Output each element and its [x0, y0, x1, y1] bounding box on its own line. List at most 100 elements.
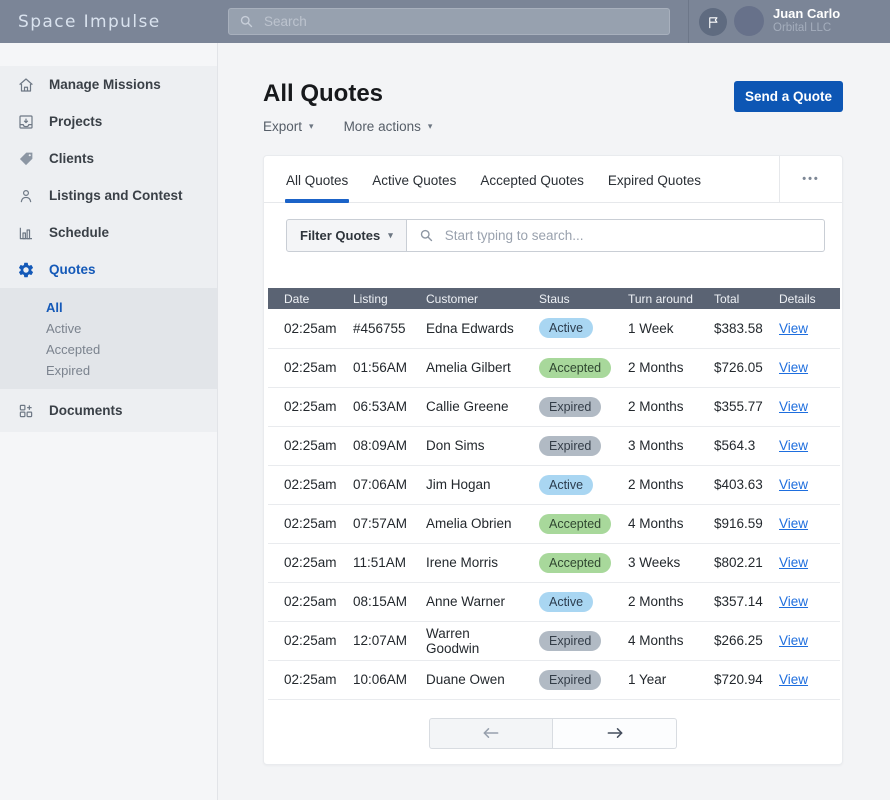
app-logo: Space Impulse	[18, 11, 161, 32]
home-icon	[16, 75, 36, 95]
cell-date: 02:25am	[268, 465, 337, 505]
sidebar-item-label: Manage Missions	[49, 77, 161, 92]
tab-all-quotes[interactable]: All Quotes	[284, 173, 350, 203]
export-menu-button[interactable]: Export ▾	[263, 119, 314, 134]
avatar[interactable]	[734, 6, 764, 36]
cell-turnaround: 2 Months	[612, 348, 698, 388]
table-search-input[interactable]	[442, 227, 812, 244]
cell-total: $720.94	[698, 660, 763, 700]
search-icon	[239, 14, 254, 29]
cell-customer: Duane Owen	[410, 660, 523, 700]
sidebar-item-manage-missions[interactable]: Manage Missions	[0, 66, 217, 103]
flag-button[interactable]	[699, 8, 727, 36]
cell-total: $726.05	[698, 348, 763, 388]
pagination	[264, 717, 842, 749]
cell-date: 02:25am	[268, 582, 337, 622]
inbox-icon	[16, 112, 36, 132]
cell-customer: Edna Edwards	[410, 309, 523, 349]
quotes-tabs: All Quotes Active Quotes Accepted Quotes…	[264, 156, 842, 203]
global-search-input[interactable]	[262, 13, 659, 30]
tab-expired-quotes[interactable]: Expired Quotes	[607, 173, 701, 188]
filter-quotes-label: Filter Quotes	[300, 228, 381, 243]
cell-customer: Amelia Gilbert	[410, 348, 523, 388]
more-actions-menu-button[interactable]: More actions ▾	[344, 119, 433, 134]
table-row: 02:25am 08:15AM Anne Warner Active 2 Mon…	[268, 582, 840, 622]
gear-icon	[16, 260, 36, 280]
submenu-item-all[interactable]: All	[46, 300, 63, 315]
table-row: 02:25am 10:06AM Duane Owen Expired 1 Yea…	[268, 660, 840, 700]
sidebar-item-label: Listings and Contest	[49, 188, 183, 203]
table-search[interactable]	[406, 219, 825, 252]
sidebar: Manage Missions Projects Clients	[0, 43, 218, 800]
arrow-left-icon	[481, 726, 501, 740]
status-badge: Accepted	[539, 513, 612, 534]
search-icon	[419, 228, 434, 243]
status-badge: Expired	[539, 435, 602, 456]
cell-date: 02:25am	[268, 348, 337, 388]
view-link[interactable]: View	[779, 633, 809, 648]
user-block[interactable]: Juan Carlo Orbital LLC	[773, 7, 840, 35]
cell-date: 02:25am	[268, 387, 337, 427]
status-badge: Accepted	[539, 552, 612, 573]
pagination-next-button[interactable]	[553, 717, 677, 749]
sidebar-item-schedule[interactable]: Schedule	[0, 214, 217, 251]
status-badge: Active	[539, 318, 594, 339]
column-header-turnaround: Turn around	[612, 288, 698, 309]
table-row: 02:25am 11:51AM Irene Morris Accepted 3 …	[268, 543, 840, 583]
status-badge: Active	[539, 591, 594, 612]
view-link[interactable]: View	[779, 438, 809, 453]
quotes-card: All Quotes Active Quotes Accepted Quotes…	[263, 155, 843, 765]
bar-chart-icon	[16, 223, 36, 243]
table-row: 02:25am 07:57AM Amelia Obrien Accepted 4…	[268, 504, 840, 544]
cell-turnaround: 3 Weeks	[612, 543, 698, 583]
cell-total: $266.25	[698, 621, 763, 661]
ellipsis-icon: •••	[802, 173, 820, 185]
view-link[interactable]: View	[779, 555, 809, 570]
table-row: 02:25am 07:06AM Jim Hogan Active 2 Month…	[268, 465, 840, 505]
filter-quotes-button[interactable]: Filter Quotes ▾	[286, 219, 407, 252]
cell-turnaround: 2 Months	[612, 387, 698, 427]
sidebar-item-quotes[interactable]: Quotes	[0, 251, 217, 288]
view-link[interactable]: View	[779, 477, 809, 492]
send-quote-button[interactable]: Send a Quote	[734, 81, 843, 112]
overflow-menu-button[interactable]: •••	[780, 156, 842, 202]
submenu-item-active[interactable]: Active	[46, 321, 82, 336]
pagination-prev-button[interactable]	[429, 717, 553, 749]
tab-active-quotes[interactable]: Active Quotes	[372, 173, 457, 188]
tag-icon	[16, 149, 36, 169]
cell-listing: 12:07AM	[337, 621, 410, 661]
cell-customer: Amelia Obrien	[410, 504, 523, 544]
cell-turnaround: 1 Year	[612, 660, 698, 700]
tab-accepted-quotes[interactable]: Accepted Quotes	[480, 173, 584, 188]
user-name: Juan Carlo	[773, 6, 841, 21]
column-header-customer: Customer	[410, 288, 523, 309]
submenu-item-expired[interactable]: Expired	[46, 363, 91, 378]
cell-date: 02:25am	[268, 426, 337, 466]
sidebar-item-projects[interactable]: Projects	[0, 103, 217, 140]
sidebar-item-clients[interactable]: Clients	[0, 140, 217, 177]
chevron-down-icon: ▾	[309, 121, 314, 131]
cell-listing: 11:51AM	[337, 543, 410, 583]
chevron-down-icon: ▾	[427, 121, 433, 131]
view-link[interactable]: View	[779, 594, 809, 609]
table-row: 02:25am 08:09AM Don Sims Expired 3 Month…	[268, 426, 840, 466]
cell-total: $355.77	[698, 387, 763, 427]
view-link[interactable]: View	[779, 516, 809, 531]
cell-date: 02:25am	[268, 621, 337, 661]
sidebar-item-documents[interactable]: Documents	[0, 389, 217, 432]
view-link[interactable]: View	[779, 360, 809, 375]
global-search[interactable]	[228, 8, 670, 35]
view-link[interactable]: View	[779, 672, 809, 687]
sidebar-item-label: Documents	[49, 403, 123, 418]
cell-date: 02:25am	[268, 504, 337, 544]
cell-customer: Anne Warner	[410, 582, 523, 622]
table-row: 02:25am 12:07AM Warren Goodwin Expired 4…	[268, 621, 840, 661]
table-row: 02:25am 01:56AM Amelia Gilbert Accepted …	[268, 348, 840, 388]
sidebar-item-listings-and-contest[interactable]: Listings and Contest	[0, 177, 217, 214]
view-link[interactable]: View	[779, 320, 809, 336]
table-header-row: Date Listing Customer Staus Turn around …	[268, 288, 840, 309]
view-link[interactable]: View	[779, 399, 809, 414]
page-actions: Export ▾ More actions ▾	[263, 119, 432, 134]
submenu-item-accepted[interactable]: Accepted	[46, 342, 101, 357]
grid-plus-icon	[16, 401, 36, 421]
